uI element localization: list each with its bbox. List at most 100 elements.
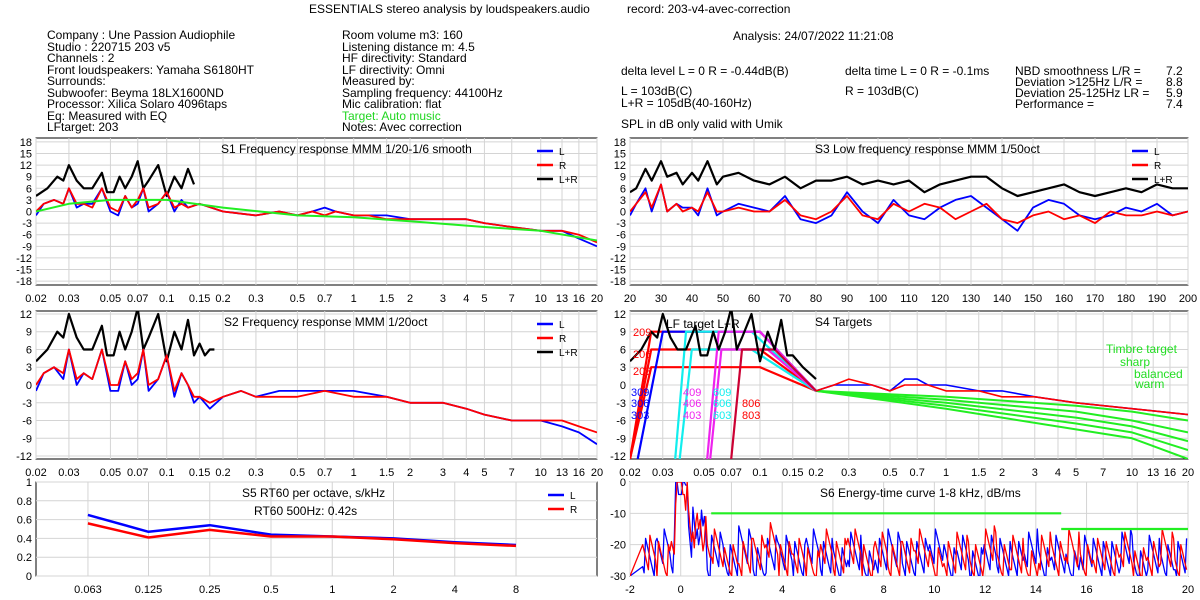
y-tick-label: 0.2 (17, 552, 32, 564)
x-tick-label: 0.05 (693, 467, 714, 479)
lf-label-cyan: 603 (713, 410, 731, 422)
x-tick-label: 1 (943, 467, 949, 479)
plot-frame (35, 481, 598, 577)
y-tick-label: -6 (616, 230, 626, 242)
lf-label-magenta: 406 (683, 398, 701, 410)
y-tick-label: 9 (26, 172, 32, 184)
y-tick-label: 12 (20, 309, 32, 321)
lf-target-label: LF target L+R (666, 317, 740, 331)
timbre-label: warm (1134, 377, 1164, 391)
x-tick-label: 0.02 (25, 467, 46, 479)
series-group (36, 160, 597, 248)
x-tick-label: 40 (686, 293, 698, 305)
x-tick-label: 0.1 (159, 293, 174, 305)
x-tick-label: 90 (841, 293, 853, 305)
x-tick-label: 5 (1073, 467, 1079, 479)
y-tick-label: -10 (610, 508, 626, 520)
series-r (36, 187, 597, 244)
x-tick-label: 2 (999, 467, 1005, 479)
x-tick-label: 20 (591, 293, 603, 305)
x-tick-label: 30 (655, 293, 667, 305)
chart-title: S5 RT60 per octave, s/kHz (242, 486, 385, 500)
info-surrounds: Surrounds: (47, 74, 106, 88)
timbre-target-line (815, 389, 1188, 434)
x-tick-label: 0.3 (248, 293, 263, 305)
y-tick-label: -9 (616, 241, 626, 253)
y-tick-label: 18 (20, 137, 32, 149)
legend-label: L+R (1154, 175, 1173, 186)
y-tick-label: 3 (26, 362, 32, 374)
info-room-volume: Room volume m3: 160 (342, 28, 463, 42)
x-tick-label: 110 (900, 293, 918, 305)
y-tick-label: 12 (614, 160, 626, 172)
info-sampling: Sampling frequency: 44100Hz (342, 85, 503, 100)
y-tick-label: -20 (610, 540, 626, 552)
x-tick-label: 16 (1164, 467, 1176, 479)
y-tick-label: -12 (610, 451, 626, 463)
y-tick-label: 0 (620, 380, 626, 392)
info-studio: Studio : 220715 203 v5 (47, 39, 171, 54)
x-tick-label: 0.2 (215, 293, 230, 305)
x-tick-label: 80 (810, 293, 822, 305)
x-tick-label: 0.07 (127, 293, 148, 305)
legend-label: L+R (559, 175, 578, 186)
y-tick-label: 0 (26, 571, 32, 583)
y-tick-label: 6 (26, 344, 32, 356)
timbre-label: balanced (1134, 367, 1183, 381)
y-tick-label: 0 (620, 207, 626, 219)
chart-title: S1 Frequency response MMM 1/20-1/6 smoot… (221, 142, 472, 156)
series-target (36, 198, 597, 242)
timbre-target-line (815, 389, 1188, 459)
legend-label: L (559, 320, 565, 331)
x-tick-label: 10 (1126, 467, 1138, 479)
dev25-label: Deviation 25-125Hz LR = (1015, 86, 1150, 100)
chart-title: S3 Low frequency response MMM 1/50oct (815, 142, 1040, 156)
x-tick-label: 190 (1148, 293, 1166, 305)
x-tick-label: 0.03 (652, 467, 673, 479)
x-tick-label: 16 (573, 293, 585, 305)
lf-label-red: 209 (633, 327, 651, 339)
lf-label-magenta: 409 (683, 387, 701, 399)
x-tick-label: 0.05 (100, 467, 121, 479)
series-group (630, 482, 1188, 576)
x-tick-label: 6 (830, 584, 836, 596)
x-tick-label: 5 (481, 293, 487, 305)
info-eq: Eq: Measured with EQ (47, 108, 168, 123)
timbre-target-line (815, 389, 1188, 452)
y-tick-label: -12 (610, 253, 626, 265)
x-tick-label: 3 (440, 293, 446, 305)
legend-label: R (570, 505, 577, 516)
x-tick-label: 4 (463, 293, 469, 305)
series-lplusr (630, 160, 1188, 198)
y-tick-label: 15 (20, 148, 32, 160)
x-tick-label: 0.25 (199, 584, 220, 596)
x-tick-label: 4 (1055, 467, 1061, 479)
y-tick-label: -6 (22, 230, 32, 242)
info-target: Target: Auto music (342, 108, 441, 123)
x-tick-label: 12 (979, 584, 991, 596)
x-tick-label: 0.063 (74, 584, 102, 596)
x-tick-label: 0.15 (189, 293, 210, 305)
x-tick-label: 70 (779, 293, 791, 305)
x-tick-label: 0 (678, 584, 684, 596)
info-measured-by: Measured by: (342, 74, 415, 88)
info-channels: Channels : 2 (47, 51, 115, 65)
legend-label: L (559, 147, 565, 158)
info-lftarget: LFtarget: 203 (47, 120, 119, 134)
x-tick-label: 4 (779, 584, 785, 596)
x-tick-label: 18 (1131, 584, 1143, 596)
y-tick-label: -18 (610, 276, 626, 288)
y-tick-label: -3 (22, 398, 32, 410)
x-tick-label: 0.5 (290, 293, 305, 305)
info-mic-calibration: Mic calibration: flat (342, 97, 442, 111)
y-tick-label: 18 (614, 137, 626, 149)
dev125-label: Deviation >125Hz L/R = (1015, 75, 1143, 89)
chart-s5: 1 0.8 0.6 0.4 0.2 0 0.063 0.125 0.25 0.5 1 2 4 8 S5 RT… (17, 477, 598, 596)
info-processor: Processor: Xilica Solaro 4096taps (47, 97, 228, 111)
y-tick-label: -12 (16, 253, 32, 265)
r-spl: R = 103dB(C) (845, 84, 919, 98)
dev125-value: 8.8 (1166, 75, 1183, 89)
perf-value: 7.4 (1166, 97, 1183, 111)
